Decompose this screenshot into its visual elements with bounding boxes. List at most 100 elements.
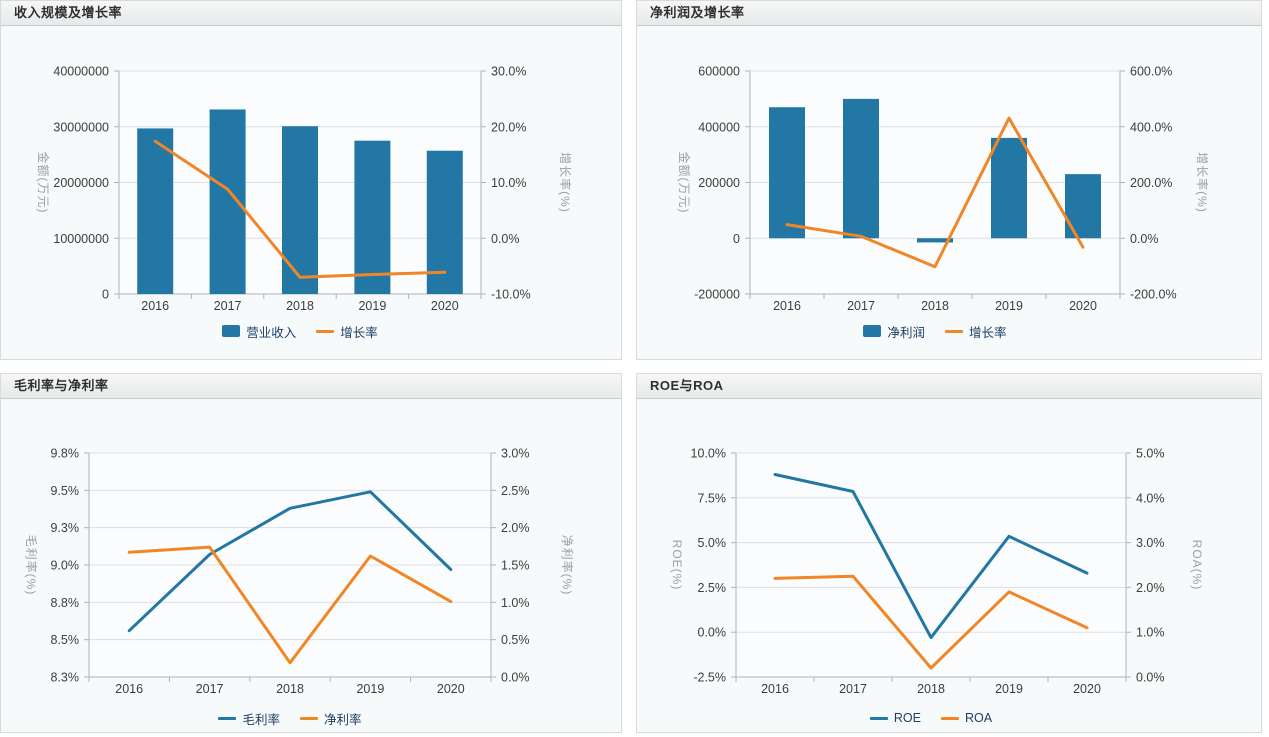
legend-label: ROA (965, 711, 993, 725)
legend-line-marker-icon (300, 716, 318, 720)
line-series (127, 545, 453, 665)
panel-netprofit-growth: -200000 0 200000 400000 600000 -200.0% 0.0% 200… (636, 0, 1262, 360)
panel-roe-roa: -2.5% 0.0% 2.5% 5.0% 7.5% 10.0% 0.0% 1.0% 2.0% 3.… (636, 373, 1262, 733)
right-axis-tick-label: 10.0% (491, 176, 526, 190)
bar-2020 (426, 150, 463, 294)
right-axis-tick-label: 600.0% (1130, 65, 1172, 79)
x-axis-label: 2018 (286, 299, 314, 313)
x-axis-label: 2016 (761, 682, 789, 696)
left-axis-tick-label: 8.5% (51, 633, 80, 647)
left-axis-tick-label: 400000 (698, 120, 740, 134)
left-axis-tick-label: 9.5% (51, 484, 80, 498)
margin-legend: 毛利率 净利率 (89, 709, 491, 728)
bar-2017 (209, 109, 246, 294)
legend-label: 增长率 (969, 325, 1007, 340)
legend-line-marker-icon (945, 329, 963, 333)
legend-label: 毛利率 (242, 712, 280, 727)
legend-line-marker-icon (218, 716, 237, 720)
roe-roa-legend: ROE ROA (736, 710, 1126, 726)
right-axis-tick-label: 1.5% (501, 559, 530, 573)
left-axis-tick-label: 10000000 (53, 232, 109, 246)
legend-label: 增长率 (340, 325, 378, 340)
line-series (785, 116, 1085, 269)
left-axis-name: 金额(万元) (36, 152, 51, 214)
legend-label: 营业收入 (246, 325, 297, 340)
legend-item[interactable]: 增长率 (945, 322, 1007, 341)
line-series (153, 139, 447, 279)
left-axis-name: 毛利率(%) (24, 535, 39, 596)
line-series (127, 490, 453, 633)
right-axis-tick-label: 200.0% (1130, 176, 1172, 190)
legend-item[interactable]: ROE (869, 711, 921, 725)
right-axis-tick-label: 20.0% (491, 120, 526, 134)
left-axis-tick-label: 8.8% (51, 596, 80, 610)
legend-item[interactable]: 营业收入 (222, 322, 296, 341)
panel-header: 净利润及增长率 (637, 1, 1261, 26)
x-axis-label: 2018 (276, 682, 304, 696)
right-axis-tick-label: 0.0% (1130, 232, 1159, 246)
legend-item[interactable]: 毛利率 (218, 709, 280, 728)
right-axis-tick-label: 1.0% (501, 596, 530, 610)
plot-area (736, 453, 1126, 677)
left-axis-tick-label: 9.0% (51, 559, 80, 573)
left-axis-tick-label: 5.0% (698, 536, 727, 550)
right-axis-tick-label: -200.0% (1130, 288, 1177, 302)
legend-item[interactable]: 净利率 (300, 709, 362, 728)
line-series (773, 574, 1089, 670)
panel-header: ROE与ROA (637, 374, 1261, 399)
panel-title: 毛利率与净利率 (14, 378, 109, 393)
right-axis-tick-label: 3.0% (501, 447, 530, 461)
netprofit-growth-chart-canvas: -200000 0 200000 400000 600000 -200.0% 0.0% 200… (677, 65, 1210, 314)
left-axis-tick-label: -200000 (694, 288, 740, 302)
right-axis-tick-label: 2.0% (501, 521, 530, 535)
left-axis-tick-label: 10.0% (691, 447, 726, 461)
legend-line-marker-icon (869, 716, 888, 720)
right-axis-tick-label: 1.0% (1136, 626, 1165, 640)
left-axis-tick-label: 7.5% (698, 491, 727, 505)
revenue-growth-legend: 营业收入 增长率 (119, 322, 481, 341)
legend-item[interactable]: ROA (941, 711, 992, 725)
legend-label: 净利率 (324, 712, 362, 727)
x-axis-label: 2017 (214, 299, 242, 313)
right-axis-tick-label: 4.0% (1136, 491, 1165, 505)
bar-2018 (282, 126, 318, 294)
left-axis-tick-label: 0 (102, 288, 109, 302)
right-axis-name: 增长率(%) (558, 152, 573, 213)
right-axis-name: 净利率(%) (560, 535, 575, 596)
left-axis-tick-label: 20000000 (53, 176, 109, 190)
bar-2019 (354, 140, 391, 294)
right-axis-tick-label: 0.0% (1136, 671, 1165, 685)
bar-2016 (137, 128, 174, 294)
right-axis-tick-label: 2.0% (1136, 581, 1165, 595)
bar-2019 (991, 137, 1027, 239)
line-series (773, 473, 1089, 640)
bar-2020 (1065, 174, 1101, 239)
panel-header: 收入规模及增长率 (1, 1, 621, 26)
left-axis-name: ROE(%) (670, 540, 684, 591)
right-axis-tick-label: 5.0% (1136, 447, 1165, 461)
right-axis-tick-label: 0.0% (501, 671, 530, 685)
legend-item[interactable]: 增长率 (316, 322, 378, 341)
x-axis-label: 2020 (437, 682, 465, 696)
right-axis-tick-label: 400.0% (1130, 120, 1172, 134)
right-axis-tick-label: 2.5% (501, 484, 530, 498)
panel-revenue-growth: 0 10000000 20000000 30000000 40000000 -10.0% 0… (0, 0, 622, 360)
panel-title: ROE与ROA (650, 378, 724, 393)
bar-2017 (843, 98, 879, 239)
x-axis-label: 2019 (358, 299, 386, 313)
roe-roa-chart-canvas: -2.5% 0.0% 2.5% 5.0% 7.5% 10.0% 0.0% 1.0% 2.0% 3.… (670, 447, 1204, 697)
left-axis-tick-label: 40000000 (53, 65, 109, 79)
left-axis-tick-label: 200000 (698, 176, 740, 190)
legend-item[interactable]: 净利润 (863, 322, 925, 341)
left-axis-tick-label: 2.5% (698, 581, 727, 595)
legend-line-marker-icon (316, 329, 335, 333)
right-axis-tick-label: 0.0% (491, 232, 520, 246)
legend-label: 净利润 (887, 325, 925, 340)
x-axis-label: 2018 (921, 299, 949, 313)
right-axis-tick-label: 3.0% (1136, 536, 1165, 550)
left-axis-tick-label: 8.3% (51, 671, 80, 685)
x-axis-label: 2019 (356, 682, 384, 696)
legend-bar-marker-icon (863, 325, 882, 337)
legend-label: ROE (893, 711, 921, 725)
right-axis-name: ROA(%) (1190, 540, 1204, 591)
